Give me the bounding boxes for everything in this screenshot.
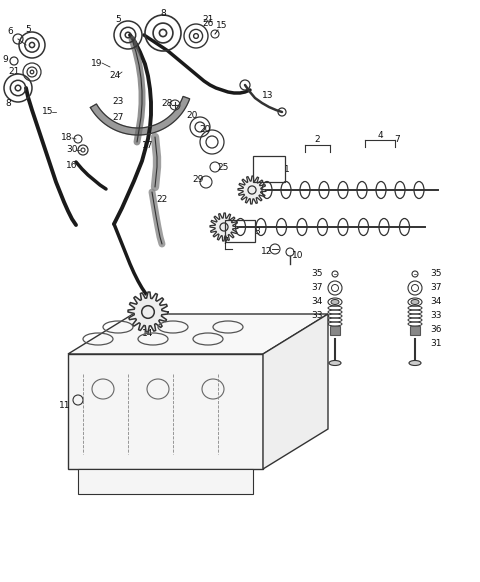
Ellipse shape bbox=[411, 300, 419, 304]
Text: 25: 25 bbox=[217, 164, 228, 172]
Text: 34: 34 bbox=[312, 297, 323, 307]
Polygon shape bbox=[68, 354, 263, 469]
Ellipse shape bbox=[409, 360, 421, 365]
Text: 30: 30 bbox=[66, 146, 78, 154]
Text: 8: 8 bbox=[5, 98, 11, 108]
Text: 15: 15 bbox=[42, 108, 54, 116]
Text: 7: 7 bbox=[222, 237, 228, 247]
Text: 21: 21 bbox=[8, 66, 20, 76]
Text: 26: 26 bbox=[202, 20, 214, 29]
Text: 17: 17 bbox=[142, 141, 154, 151]
Text: 5: 5 bbox=[25, 24, 31, 34]
Text: 37: 37 bbox=[430, 283, 442, 293]
Text: 2: 2 bbox=[314, 136, 320, 144]
Polygon shape bbox=[78, 469, 253, 494]
Text: 14: 14 bbox=[142, 329, 154, 339]
Text: 37: 37 bbox=[312, 283, 323, 293]
Text: 36: 36 bbox=[312, 325, 323, 335]
Text: 11: 11 bbox=[59, 400, 71, 410]
Bar bbox=[330, 326, 340, 335]
Polygon shape bbox=[128, 292, 168, 332]
Text: 29: 29 bbox=[192, 176, 204, 184]
Text: 19: 19 bbox=[91, 59, 103, 68]
Polygon shape bbox=[68, 314, 328, 354]
Text: 8: 8 bbox=[160, 9, 166, 19]
Bar bbox=[410, 326, 420, 335]
Text: 16: 16 bbox=[66, 161, 78, 169]
Text: 35: 35 bbox=[430, 269, 442, 279]
Text: 28: 28 bbox=[161, 100, 173, 108]
Text: 9: 9 bbox=[2, 55, 8, 65]
Ellipse shape bbox=[331, 300, 339, 304]
Polygon shape bbox=[238, 176, 266, 204]
Text: 34: 34 bbox=[430, 297, 442, 307]
Text: 35: 35 bbox=[312, 269, 323, 279]
Text: 5: 5 bbox=[115, 15, 121, 23]
Polygon shape bbox=[210, 213, 238, 241]
Text: 27: 27 bbox=[112, 112, 124, 122]
Text: 32: 32 bbox=[312, 339, 323, 349]
Text: 10: 10 bbox=[292, 251, 304, 261]
Text: 18: 18 bbox=[61, 133, 73, 143]
Text: 33: 33 bbox=[312, 311, 323, 321]
Text: 6: 6 bbox=[7, 27, 13, 37]
Text: 33: 33 bbox=[430, 311, 442, 321]
Text: 20: 20 bbox=[186, 111, 198, 119]
Text: 3: 3 bbox=[254, 226, 260, 236]
Text: 20: 20 bbox=[199, 126, 211, 134]
Text: 24: 24 bbox=[109, 70, 120, 80]
Text: 12: 12 bbox=[261, 247, 273, 257]
Bar bbox=[225, 220, 255, 242]
Text: 15: 15 bbox=[216, 20, 228, 30]
Text: 7: 7 bbox=[394, 136, 400, 144]
Text: 22: 22 bbox=[156, 194, 168, 204]
Text: 4: 4 bbox=[377, 130, 383, 140]
Text: 21: 21 bbox=[202, 16, 214, 24]
Text: 31: 31 bbox=[430, 339, 442, 349]
Ellipse shape bbox=[329, 360, 341, 365]
Text: 23: 23 bbox=[112, 98, 124, 107]
Text: 1: 1 bbox=[284, 165, 290, 173]
Bar bbox=[253, 156, 285, 182]
Text: 36: 36 bbox=[430, 325, 442, 335]
Polygon shape bbox=[263, 314, 328, 469]
Text: 13: 13 bbox=[262, 90, 274, 100]
Polygon shape bbox=[90, 97, 190, 135]
